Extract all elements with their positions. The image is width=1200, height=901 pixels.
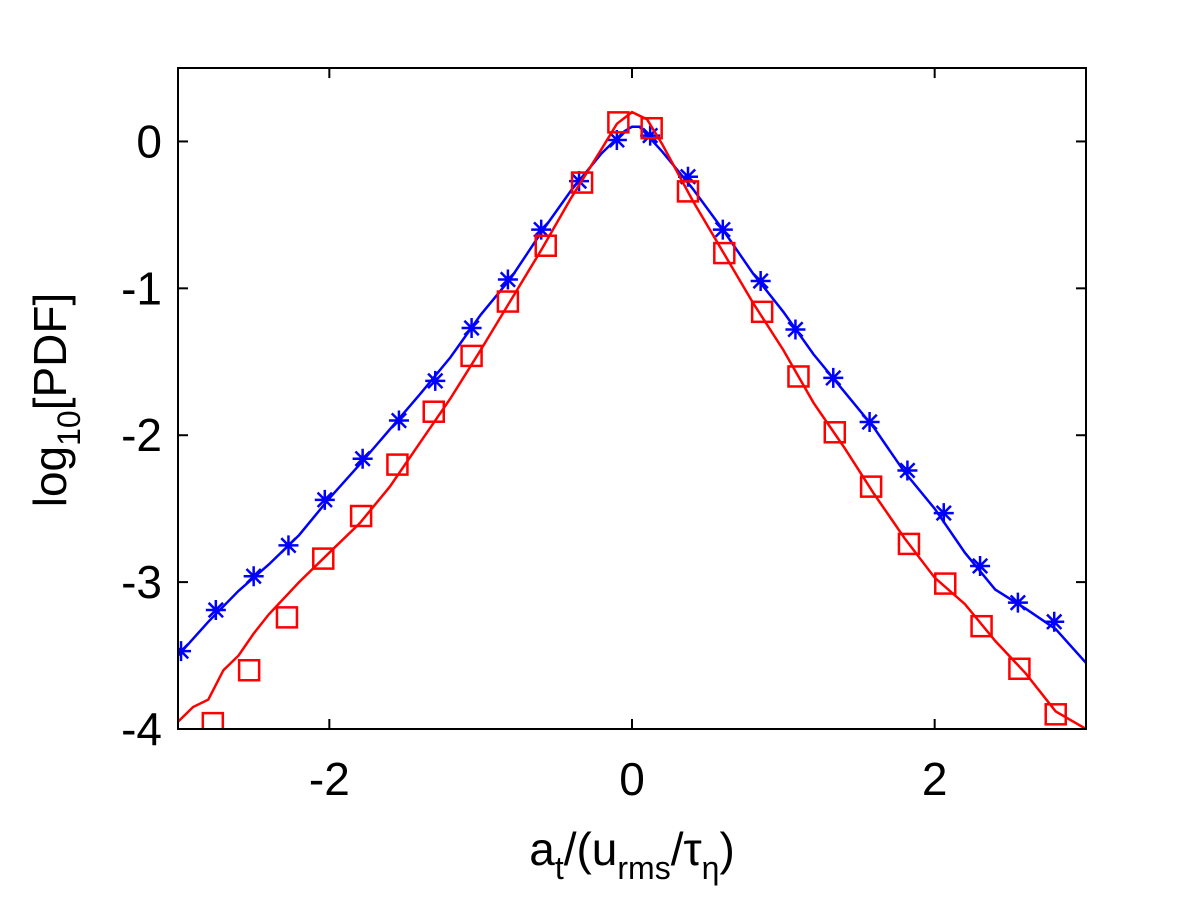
y-tick-label: 0 xyxy=(136,115,162,167)
asterisk-marker xyxy=(569,171,590,192)
asterisk-marker xyxy=(859,412,880,433)
square-marker xyxy=(640,116,663,140)
square-marker xyxy=(607,111,630,134)
asterisk-marker xyxy=(425,370,446,391)
y-axis-title: log10[PDF] xyxy=(24,293,87,508)
square-marker xyxy=(349,504,373,528)
asterisk-marker xyxy=(243,566,264,587)
square-marker xyxy=(237,658,261,682)
asterisk-marker xyxy=(461,317,482,338)
x-axis-title: at/(urms/τη) xyxy=(529,823,735,886)
y-tick-label: -2 xyxy=(121,409,162,461)
asterisk-marker xyxy=(970,555,991,576)
asterisk-marker xyxy=(640,125,661,146)
asterisk-marker xyxy=(178,641,192,662)
asterisk-marker xyxy=(388,410,409,431)
series-line-square xyxy=(178,110,1086,729)
square-marker xyxy=(970,614,993,638)
asterisk-marker xyxy=(1007,592,1028,613)
data-layer xyxy=(178,110,1086,729)
x-tick-label: 2 xyxy=(922,753,948,805)
asterisk-marker xyxy=(785,319,806,340)
square-marker xyxy=(275,606,299,629)
square-marker xyxy=(422,400,446,423)
series-asterisk xyxy=(178,125,1086,664)
x-tick-label: -2 xyxy=(309,753,350,805)
asterisk-marker xyxy=(933,503,954,524)
y-tick-label: -3 xyxy=(121,556,162,608)
square-marker xyxy=(750,300,774,324)
square-marker xyxy=(1044,703,1067,726)
asterisk-marker xyxy=(205,600,226,621)
square-marker xyxy=(897,532,921,556)
asterisk-marker xyxy=(531,219,552,240)
square-marker xyxy=(201,711,225,729)
square-marker xyxy=(496,290,520,313)
square-marker xyxy=(787,365,810,388)
asterisk-marker xyxy=(352,448,373,469)
square-marker xyxy=(534,234,557,257)
asterisk-marker xyxy=(606,129,627,150)
square-marker xyxy=(859,475,883,498)
square-marker xyxy=(676,180,700,203)
asterisk-marker xyxy=(897,460,918,481)
asterisk-marker xyxy=(823,367,844,388)
square-marker xyxy=(823,421,847,444)
x-tick-label: 0 xyxy=(619,753,645,805)
tick-layer: -2 0 2 -4 -3 -2 -1 0 xyxy=(121,68,1086,805)
asterisk-marker xyxy=(750,270,771,291)
asterisk-marker xyxy=(1044,611,1065,632)
square-marker xyxy=(460,344,483,368)
square-marker xyxy=(312,547,335,570)
series-square xyxy=(178,110,1086,729)
square-marker xyxy=(713,241,736,265)
square-marker xyxy=(386,453,409,476)
series-line-asterisk xyxy=(178,125,1086,664)
square-marker xyxy=(934,572,957,595)
asterisk-marker xyxy=(712,219,733,240)
y-tick-label: -4 xyxy=(121,703,162,755)
square-marker xyxy=(1008,657,1031,681)
asterisk-marker xyxy=(677,166,698,187)
asterisk-marker xyxy=(497,269,518,290)
asterisk-marker xyxy=(278,535,299,556)
square-marker xyxy=(570,171,594,194)
y-tick-label: -1 xyxy=(121,262,162,314)
asterisk-marker xyxy=(314,489,335,510)
